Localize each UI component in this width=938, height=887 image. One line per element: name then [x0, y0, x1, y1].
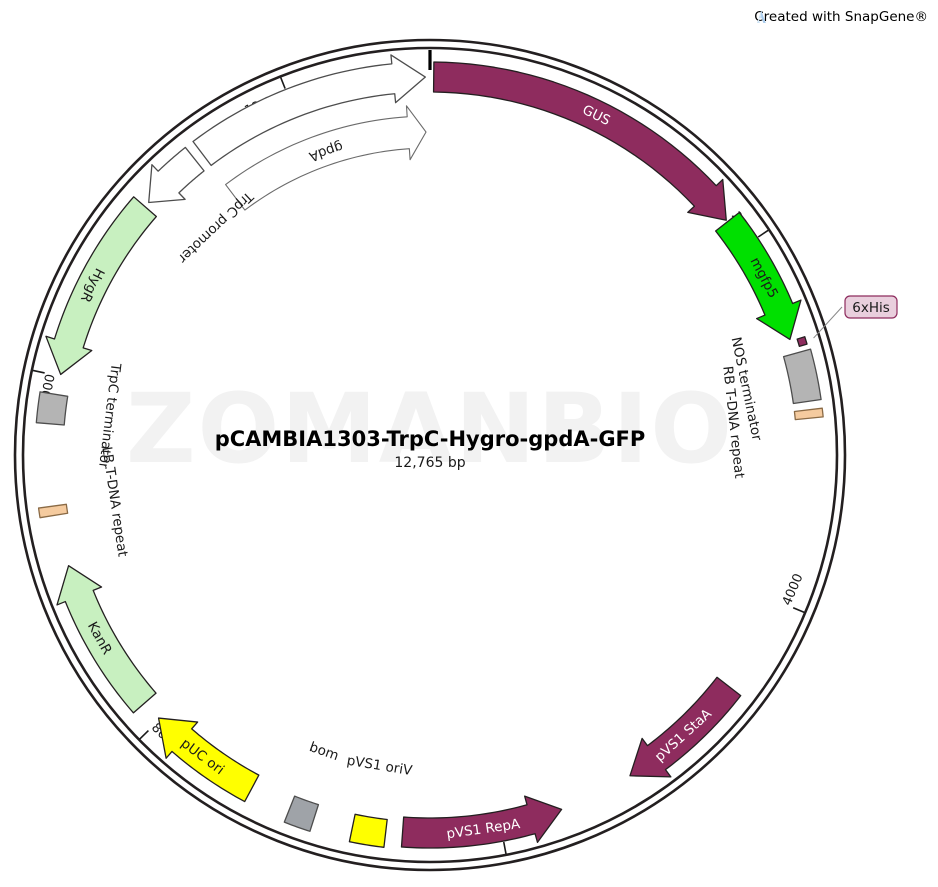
- branding-suffix: ®: [914, 9, 929, 25]
- ruler-tick-label: 4000: [780, 572, 807, 608]
- feature-label: TrpC promoter: [174, 187, 256, 266]
- feature-trpc-terminator[interactable]: [35, 391, 69, 426]
- branding-prefix: Created with: [754, 9, 845, 25]
- snapgene-logo-icon: [757, 10, 767, 23]
- watermark-text: ZOMANBIO: [126, 373, 734, 485]
- snapgene-branding: Created with SnapGene®: [754, 9, 928, 25]
- gpda-span-arrow[interactable]: [225, 105, 427, 211]
- feature-rb-t-dna-repeat[interactable]: [793, 407, 824, 421]
- feature-label: bom: [307, 739, 341, 764]
- feature-pvs1-repa[interactable]: [400, 795, 563, 849]
- feature-kanr[interactable]: [56, 565, 157, 714]
- feature-shapes: [35, 54, 824, 849]
- callout-leader-line: [813, 306, 843, 339]
- feature-shape[interactable]: [192, 54, 427, 167]
- feature-shape[interactable]: [56, 565, 157, 714]
- feature-6xhis[interactable]: [796, 336, 808, 348]
- feature-gus[interactable]: [432, 61, 727, 221]
- callout-label: 6xHis: [852, 300, 890, 316]
- branding-text: Created with SnapGene®: [754, 9, 928, 25]
- ruler-tick: 4000: [780, 572, 807, 614]
- feature-shape[interactable]: [782, 348, 822, 405]
- branding-brand: SnapGene: [844, 9, 915, 25]
- feature-pvs1-staa[interactable]: [629, 676, 742, 778]
- plasmid-backbone: [13, 38, 847, 872]
- feature-6xhis-callout[interactable]: 6xHis: [813, 295, 898, 339]
- feature-shape[interactable]: [283, 795, 320, 832]
- feature-puc-ori[interactable]: [157, 717, 260, 803]
- plasmid-size: 12,765 bp: [394, 455, 465, 471]
- feature-label: pVS1 oriV: [346, 753, 415, 780]
- feature-shape[interactable]: [45, 196, 157, 376]
- feature-shape[interactable]: [629, 676, 742, 778]
- feature-shape[interactable]: [400, 795, 563, 849]
- feature-shape[interactable]: [348, 813, 388, 848]
- feature-shape[interactable]: [714, 211, 802, 341]
- feature-pvs1-oriv[interactable]: [348, 813, 388, 848]
- feature-shape[interactable]: [37, 503, 69, 519]
- callout-box[interactable]: [844, 295, 898, 319]
- feature-gpda[interactable]: [192, 54, 427, 167]
- feature-trpc-promoter[interactable]: [148, 146, 205, 204]
- feature-shape[interactable]: [432, 61, 727, 221]
- feature-shape[interactable]: [148, 146, 205, 204]
- feature-shape[interactable]: [796, 336, 808, 348]
- feature-hygr[interactable]: [45, 196, 157, 376]
- feature-label: TrpC terminator: [95, 361, 124, 469]
- feature-nos-terminator[interactable]: [782, 348, 822, 405]
- plasmid-center-caption: pCAMBIA1303-TrpC-Hygro-gpdA-GFP 12,765 b…: [215, 427, 646, 471]
- feature-shape[interactable]: [157, 717, 260, 803]
- watermark-zomanbio: ZOMANBIO: [126, 373, 734, 485]
- feature-shape[interactable]: [35, 391, 69, 426]
- feature-bom[interactable]: [283, 795, 320, 832]
- feature-lb-t-dna-repeat[interactable]: [37, 503, 69, 519]
- plasmid-name: pCAMBIA1303-TrpC-Hygro-gpdA-GFP: [215, 427, 646, 451]
- feature-shape[interactable]: [793, 407, 824, 421]
- feature-mgfp5[interactable]: [714, 211, 802, 341]
